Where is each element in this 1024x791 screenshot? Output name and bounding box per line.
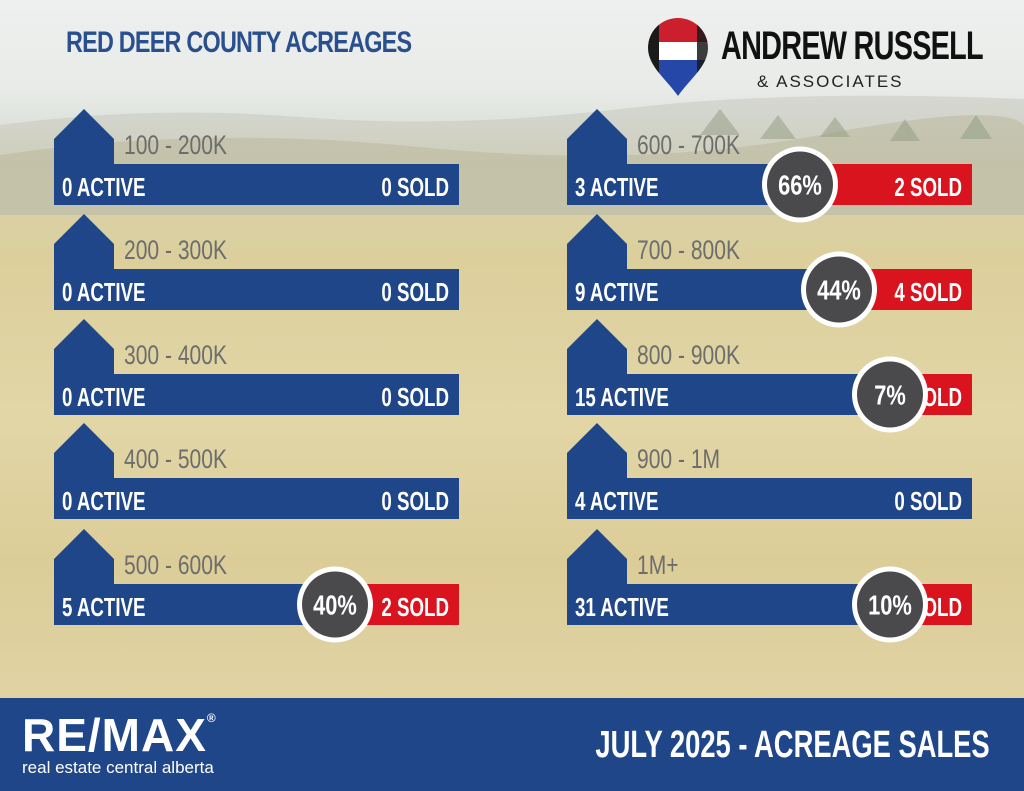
- house-icon: [567, 319, 627, 374]
- brand-logo: ANDREW RUSSELL & ASSOCIATES: [645, 18, 984, 98]
- bar-row: 500 - 600K 5 ACTIVE 2 SOLD 40%: [54, 529, 459, 643]
- remax-tagline: real estate central alberta: [22, 758, 214, 777]
- house-icon: [567, 214, 627, 269]
- active-count-label: 3 ACTIVE: [575, 172, 659, 202]
- acreage-sales-chart: 100 - 200K 0 ACTIVE 0 SOLD 200 - 300K 0 ACTI…: [54, 109, 972, 643]
- price-range-label: 100 - 200K: [124, 131, 227, 161]
- price-range-label: 300 - 400K: [124, 341, 227, 371]
- percent-circle: [767, 151, 833, 218]
- bar-row: 400 - 500K 0 ACTIVE 0 SOLD: [54, 423, 459, 519]
- percent-label: 44%: [817, 275, 861, 306]
- sold-count-label: 4 SOLD: [894, 277, 962, 307]
- bar-row: 600 - 700K 3 ACTIVE 2 SOLD 66%: [567, 109, 972, 223]
- percent-label: 10%: [868, 590, 912, 621]
- active-count-label: 0 ACTIVE: [62, 172, 146, 202]
- bar-row: 300 - 400K 0 ACTIVE 0 SOLD: [54, 319, 459, 415]
- sold-count-label: 2 SOLD: [894, 172, 962, 202]
- remax-logo-text: RE/MAX: [22, 709, 207, 761]
- price-range-label: 400 - 500K: [124, 445, 227, 475]
- brand-subtitle: & ASSOCIATES: [757, 72, 904, 91]
- active-count-label: 15 ACTIVE: [575, 382, 669, 412]
- house-icon: [567, 109, 627, 164]
- brand-name: ANDREW RUSSELL: [721, 24, 984, 68]
- percent-label: 66%: [778, 170, 822, 201]
- bar-row: 900 - 1M 4 ACTIVE 0 SOLD: [567, 423, 972, 519]
- percent-circle: [857, 571, 923, 638]
- registered-mark: ®: [206, 711, 217, 725]
- report-period: JULY 2025 - ACREAGE SALES: [595, 724, 990, 766]
- percent-label: 7%: [874, 380, 906, 411]
- active-bar: [54, 478, 459, 519]
- percent-circle: [857, 361, 923, 428]
- percent-label: 40%: [313, 590, 357, 621]
- house-icon: [54, 423, 114, 478]
- price-range-label: 200 - 300K: [124, 236, 227, 266]
- sold-count-label: 0 SOLD: [381, 382, 449, 412]
- active-count-label: 31 ACTIVE: [575, 592, 669, 622]
- footer-bar: RE/MAX® real estate central alberta JULY…: [0, 698, 1024, 791]
- active-count-label: 4 ACTIVE: [575, 486, 659, 516]
- percent-circle: [806, 256, 872, 323]
- active-count-label: 9 ACTIVE: [575, 277, 659, 307]
- sold-count-label: 2 SOLD: [381, 592, 449, 622]
- price-range-label: 900 - 1M: [637, 445, 720, 475]
- price-range-label: 500 - 600K: [124, 551, 227, 581]
- house-icon: [54, 214, 114, 269]
- bar-row: 200 - 300K 0 ACTIVE 0 SOLD: [54, 214, 459, 310]
- house-icon: [54, 529, 114, 584]
- sold-count-label: 0 SOLD: [381, 172, 449, 202]
- active-bar: [567, 478, 972, 519]
- active-bar: [54, 374, 459, 415]
- price-range-label: 800 - 900K: [637, 341, 740, 371]
- bar-row: 700 - 800K 9 ACTIVE 4 SOLD 44%: [567, 214, 972, 328]
- active-count-label: 0 ACTIVE: [62, 486, 146, 516]
- page-title: RED DEER COUNTY ACREAGES: [66, 26, 412, 59]
- active-bar: [54, 269, 459, 310]
- brand-pin-icon: [648, 18, 708, 96]
- active-count-label: 0 ACTIVE: [62, 277, 146, 307]
- active-count-label: 5 ACTIVE: [62, 592, 146, 622]
- remax-logo: RE/MAX®: [22, 712, 217, 758]
- active-count-label: 0 ACTIVE: [62, 382, 146, 412]
- bar-row: 100 - 200K 0 ACTIVE 0 SOLD: [54, 109, 459, 205]
- house-icon: [54, 109, 114, 164]
- percent-circle: [302, 571, 368, 638]
- house-icon: [567, 529, 627, 584]
- price-range-label: 1M+: [637, 551, 679, 581]
- house-icon: [567, 423, 627, 478]
- sold-count-label: 0 SOLD: [894, 486, 962, 516]
- house-icon: [54, 319, 114, 374]
- sold-count-label: 0 SOLD: [381, 486, 449, 516]
- sold-count-label: 0 SOLD: [381, 277, 449, 307]
- price-range-label: 700 - 800K: [637, 236, 740, 266]
- active-bar: [54, 164, 459, 205]
- price-range-label: 600 - 700K: [637, 131, 740, 161]
